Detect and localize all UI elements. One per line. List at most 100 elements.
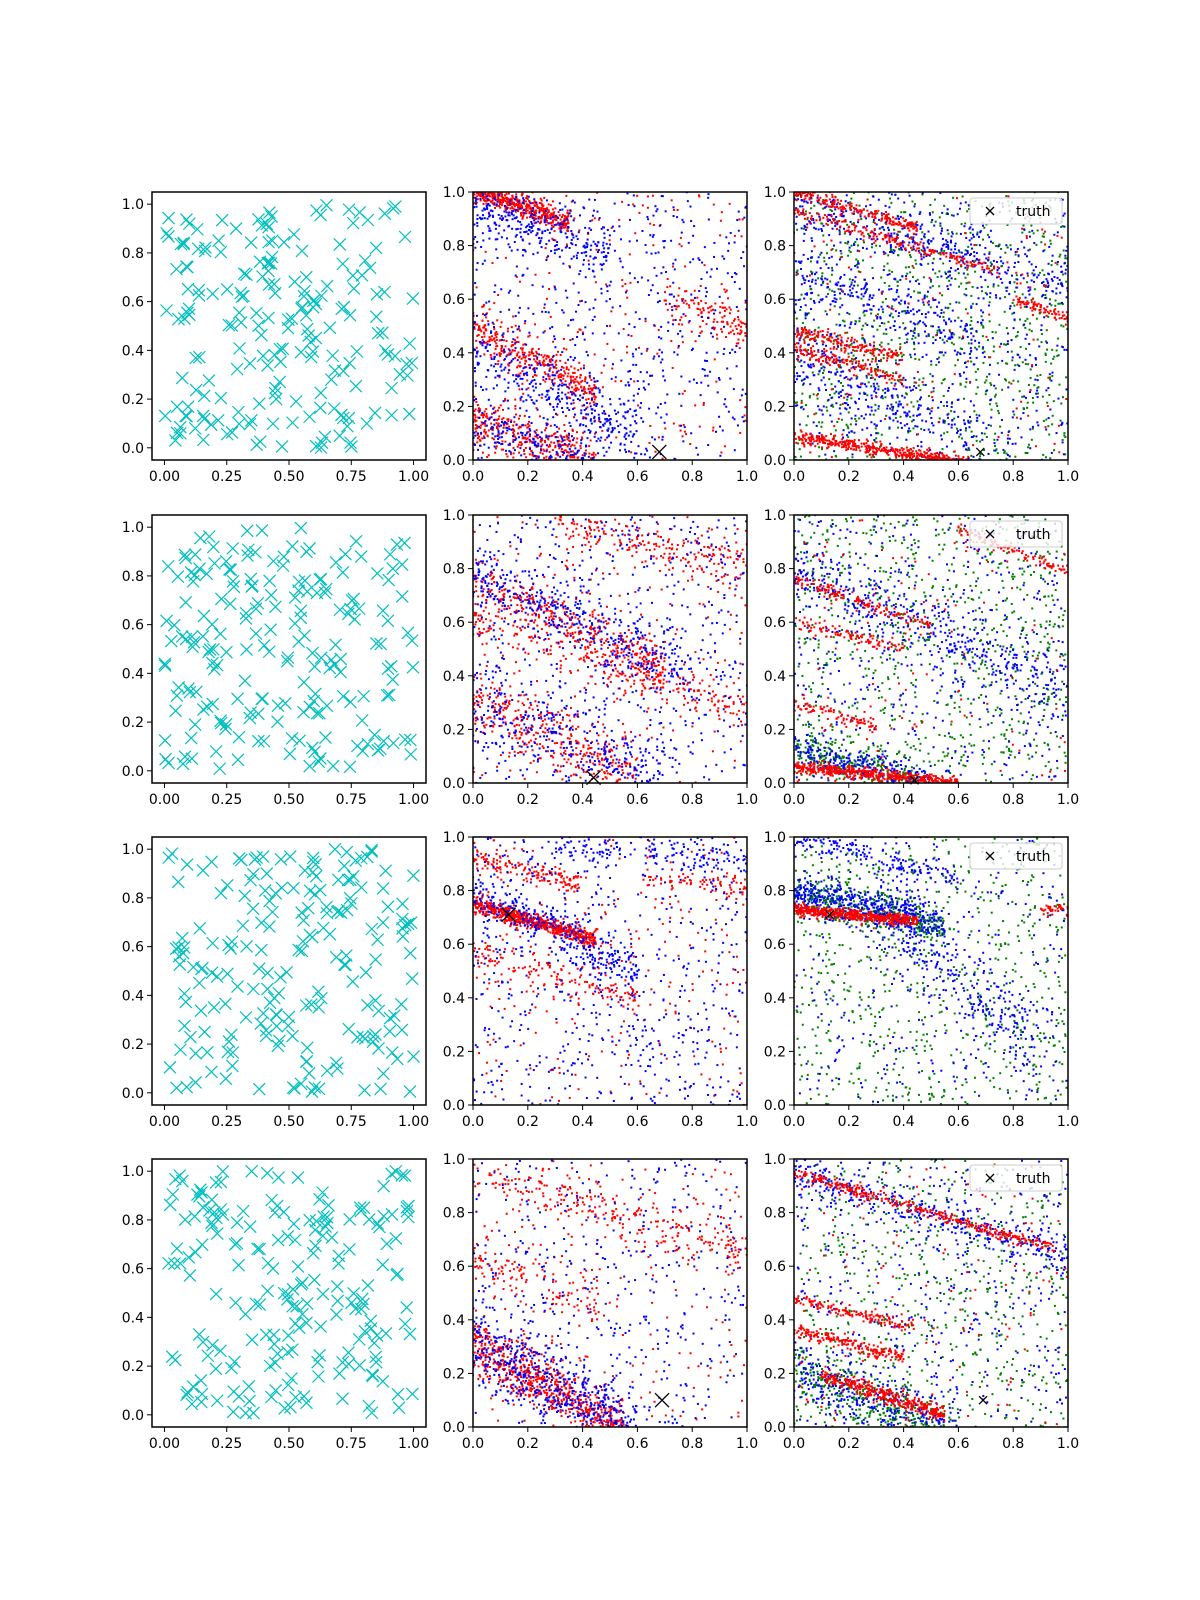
scatter-point <box>588 445 591 448</box>
scatter-point-x <box>212 234 226 248</box>
scatter-point <box>582 389 585 392</box>
scatter-point <box>723 445 726 448</box>
scatter-point <box>974 339 977 342</box>
scatter-point <box>929 286 932 289</box>
scatter-point-x <box>243 356 257 370</box>
scatter-point <box>592 263 595 266</box>
scatter-point <box>1004 251 1007 254</box>
scatter-point <box>891 409 894 412</box>
scatter-point <box>650 252 653 255</box>
scatter-point <box>970 430 973 433</box>
scatter-point <box>568 387 571 390</box>
scatter-point <box>476 363 479 366</box>
scatter-point <box>524 200 527 203</box>
scatter-point <box>1024 319 1027 322</box>
scatter-point <box>554 444 557 447</box>
scatter-point <box>573 380 576 383</box>
scatter-point <box>566 229 569 232</box>
scatter-point <box>810 200 813 203</box>
scatter-point <box>914 336 917 339</box>
scatter-point <box>896 280 899 283</box>
scatter-point <box>959 347 962 350</box>
scatter-point <box>475 286 478 289</box>
scatter-point <box>567 386 570 389</box>
scatter-point <box>561 407 564 410</box>
scatter-point <box>521 377 524 380</box>
scatter-point <box>839 381 842 384</box>
scatter-point <box>576 398 579 401</box>
scatter-point <box>888 416 891 419</box>
scatter-point <box>899 415 902 418</box>
scatter-point <box>652 214 655 217</box>
scatter-point <box>549 367 552 370</box>
scatter-point <box>1050 362 1053 365</box>
scatter-point <box>1028 230 1031 233</box>
scatter-point <box>863 340 866 343</box>
scatter-point <box>833 290 836 293</box>
scatter-point <box>683 430 686 433</box>
scatter-point <box>1029 377 1032 380</box>
scatter-point <box>1040 341 1043 344</box>
scatter-point <box>889 326 892 329</box>
scatter-point <box>1063 262 1066 265</box>
scatter-point <box>613 249 616 252</box>
scatter-point <box>950 405 953 408</box>
scatter-point <box>965 294 968 297</box>
scatter-point-x <box>378 344 392 357</box>
scatter-point <box>670 305 673 308</box>
scatter-point <box>544 429 547 432</box>
scatter-point <box>859 386 862 389</box>
scatter-point <box>1044 360 1047 363</box>
scatter-point <box>513 198 516 201</box>
scatter-point <box>1013 413 1016 416</box>
scatter-point <box>485 424 488 427</box>
scatter-point <box>591 389 594 392</box>
scatter-point <box>491 321 494 324</box>
scatter-point <box>551 359 554 362</box>
scatter-point <box>710 305 713 308</box>
scatter-point <box>531 215 534 218</box>
scatter-point <box>569 376 572 379</box>
scatter-point <box>556 216 559 219</box>
scatter-point <box>510 200 513 203</box>
scatter-point-x <box>295 302 308 316</box>
scatter-point <box>690 293 693 296</box>
scatter-point <box>475 314 478 317</box>
scatter-point-x <box>388 200 402 213</box>
scatter-point <box>520 357 523 360</box>
scatter-point <box>518 306 521 309</box>
scatter-point <box>473 314 475 317</box>
scatter-point <box>536 363 539 366</box>
scatter-point <box>565 366 568 369</box>
scatter-point <box>614 376 617 379</box>
scatter-point-x <box>313 401 327 415</box>
scatter-point <box>475 198 478 201</box>
scatter-point <box>813 301 816 304</box>
scatter-point <box>822 405 825 408</box>
scatter-point <box>944 271 947 274</box>
scatter-point <box>507 192 510 195</box>
scatter-point <box>692 378 695 381</box>
scatter-point <box>903 211 906 214</box>
scatter-point <box>916 400 919 403</box>
scatter-point <box>923 296 926 299</box>
scatter-point <box>599 421 602 424</box>
scatter-point <box>485 412 488 415</box>
scatter-point <box>570 200 573 203</box>
scatter-point <box>507 243 510 246</box>
scatter-point <box>508 428 511 431</box>
scatter-point <box>878 445 881 448</box>
scatter-point <box>648 456 651 459</box>
scatter-point <box>488 300 491 303</box>
scatter-point <box>666 308 669 311</box>
scatter-point <box>733 318 736 321</box>
scatter-point <box>482 194 485 197</box>
scatter-point <box>878 343 881 346</box>
scatter-point <box>677 323 680 326</box>
scatter-point <box>901 227 904 230</box>
scatter-point <box>502 422 505 425</box>
scatter-point <box>1050 304 1053 307</box>
scatter-point <box>519 231 522 234</box>
scatter-point-x <box>302 329 316 342</box>
scatter-point <box>555 372 558 375</box>
